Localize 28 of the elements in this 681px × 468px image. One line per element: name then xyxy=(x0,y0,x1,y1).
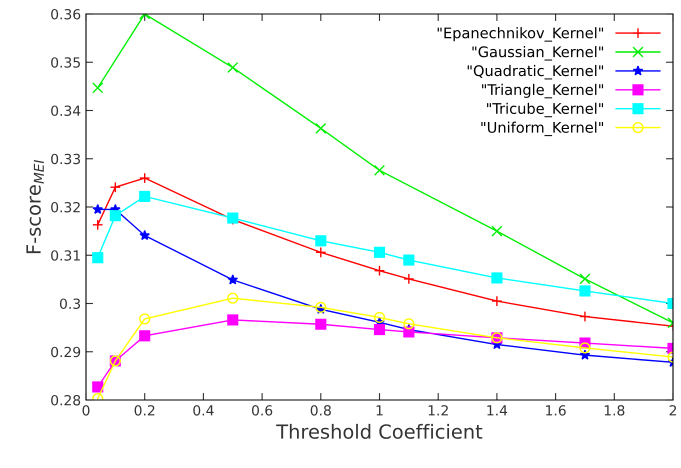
legend-label: "Quadratic_Kernel" xyxy=(468,64,604,80)
y-tick-label: 0.36 xyxy=(51,8,80,20)
y-axis-title: F-score$_{MEI}$ xyxy=(26,160,44,254)
y-tick-label: 0.29 xyxy=(51,346,80,358)
legend-label: "Gaussian_Kernel" xyxy=(472,46,604,61)
y-tick-label: 0.28 xyxy=(51,394,80,406)
x-tick-label: 0.4 xyxy=(193,405,214,416)
legend-label: "Triangle_Kernel" xyxy=(482,84,604,98)
x-tick-label: 1.4 xyxy=(487,405,508,416)
y-tick-label: 0.35 xyxy=(51,57,80,68)
x-tick-label: 1.2 xyxy=(428,405,448,416)
x-tick-label: 1 xyxy=(376,405,383,416)
legend-label: "Tricube_Kernel" xyxy=(487,102,604,118)
x-tick-label: 0.6 xyxy=(252,405,272,416)
x-tick-label: 0.2 xyxy=(134,405,154,416)
x-tick-label: 0 xyxy=(82,405,90,416)
y-tick-label: 0.31 xyxy=(51,250,80,261)
x-tick-label: 1.6 xyxy=(546,405,566,416)
y-tick-label: 0.32 xyxy=(51,202,80,212)
x-tick-label: 2 xyxy=(670,405,676,416)
y-tick-label: 0.33 xyxy=(51,154,80,164)
x-axis-title: Threshold Coefficient xyxy=(276,424,482,439)
y-tick-label: 0.34 xyxy=(51,105,80,116)
legend-label: "Epanechnikov_Kernel" xyxy=(438,27,604,42)
x-tick-label: 1.8 xyxy=(604,405,624,416)
x-tick-label: 0.8 xyxy=(310,405,331,416)
y-tick-label: 0.3 xyxy=(60,298,80,309)
legend-label: "Uniform_Kernel" xyxy=(481,122,604,136)
